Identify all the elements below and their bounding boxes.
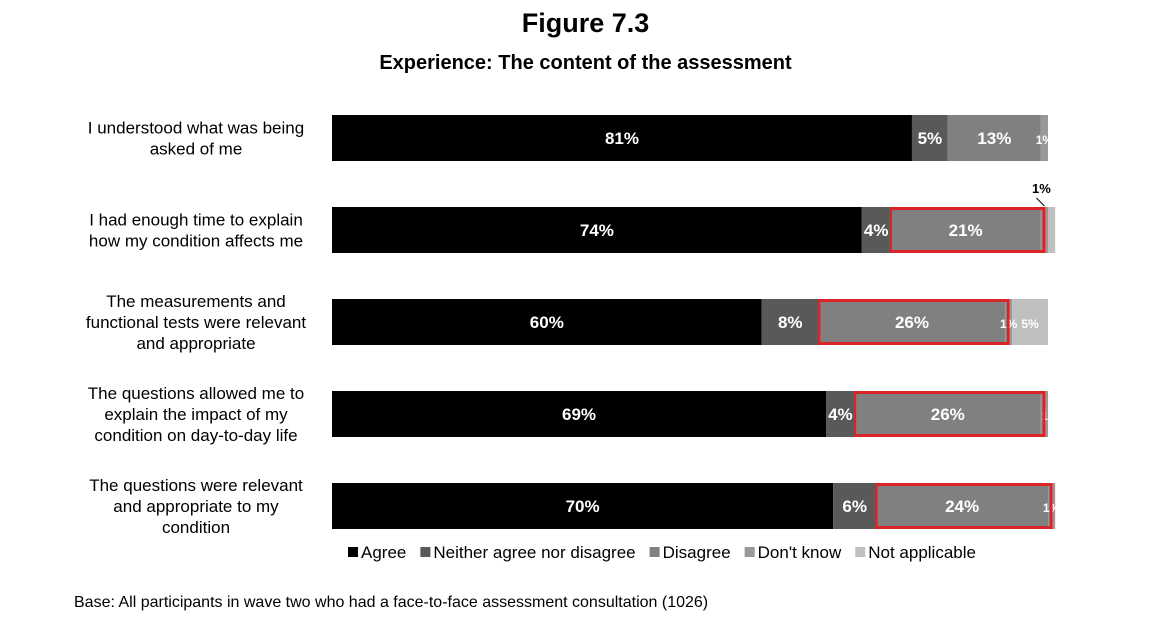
bar-segment (332, 115, 912, 161)
highlight-box (888, 207, 1046, 253)
highlight-box (874, 483, 1053, 529)
figure-title: Figure 7.3 (521, 8, 650, 38)
legend-label: Not applicable (868, 543, 976, 562)
category-label: functional tests were relevant (86, 313, 306, 332)
legend-label: Disagree (663, 543, 731, 562)
category-label: I had enough time to explain (89, 211, 303, 230)
bar-segment (332, 483, 834, 529)
data-label: 60% (530, 313, 564, 332)
data-label: 4% (864, 221, 889, 240)
legend-swatch (649, 547, 660, 557)
bar-segment (861, 207, 891, 253)
bar-segment (818, 299, 1006, 345)
data-label: 81% (605, 129, 639, 148)
bar-segment (1040, 115, 1048, 161)
data-label: 74% (580, 221, 614, 240)
bar-segment (1012, 299, 1048, 345)
category-label: The questions allowed me to (88, 384, 304, 403)
data-label: 1% (1036, 133, 1054, 147)
category-label: asked of me (150, 140, 243, 159)
bar-segment (876, 483, 1048, 529)
chart-subtitle: Experience: The content of the assessmen… (379, 52, 792, 74)
data-label: 70% (566, 497, 600, 516)
legend-swatch (855, 547, 866, 557)
stacked-bar-chart: I understood what was being asked of me 81… (85, 115, 1056, 562)
data-label: 26% (895, 313, 929, 332)
annotation-leader-line (1036, 197, 1045, 207)
category-label: condition (162, 518, 230, 537)
data-label: 5% (918, 129, 943, 148)
data-label: 69% (562, 405, 596, 424)
category-label: explain the impact of my (104, 405, 288, 424)
data-label: 26% (931, 405, 965, 424)
bar-segment (1048, 207, 1056, 253)
data-label: 13% (977, 129, 1011, 148)
bar-segment (890, 207, 1041, 253)
legend-swatch (348, 547, 358, 557)
highlight-box (853, 391, 1046, 437)
bar-segment (332, 207, 862, 253)
legend-label: Neither agree nor disagree (433, 543, 635, 562)
bar-segment (761, 299, 819, 345)
category-label: The measurements and (106, 292, 286, 311)
data-label: 24% (945, 497, 979, 516)
category-label: and appropriate (136, 334, 255, 353)
data-label: 4% (828, 405, 853, 424)
base-footnote: Base: All participants in wave two who h… (74, 594, 709, 611)
bar-segment (332, 391, 827, 437)
data-label: 8% (778, 313, 803, 332)
data-label: 5% (1021, 317, 1039, 331)
highlight-box (817, 299, 1010, 345)
bar-segment (947, 115, 1041, 161)
bar-segment (854, 391, 1041, 437)
legend-swatch (744, 547, 755, 557)
bar-segment (332, 299, 762, 345)
category-label: and appropriate to my (113, 497, 279, 516)
bar-segment (911, 115, 948, 161)
data-label: 6% (842, 497, 867, 516)
legend-label: Agree (361, 543, 406, 562)
bar-segment (826, 391, 855, 437)
bar-segment (833, 483, 877, 529)
category-label: I understood what was being (88, 119, 304, 138)
category-label: condition on day-to-day life (94, 426, 297, 445)
data-label: 21% (949, 221, 983, 240)
legend-swatch (420, 547, 431, 557)
legend-label: Don't know (758, 543, 842, 562)
category-label: how my condition affects me (89, 232, 303, 251)
annotation-label: 1% (1032, 181, 1051, 196)
category-label: The questions were relevant (89, 476, 303, 495)
